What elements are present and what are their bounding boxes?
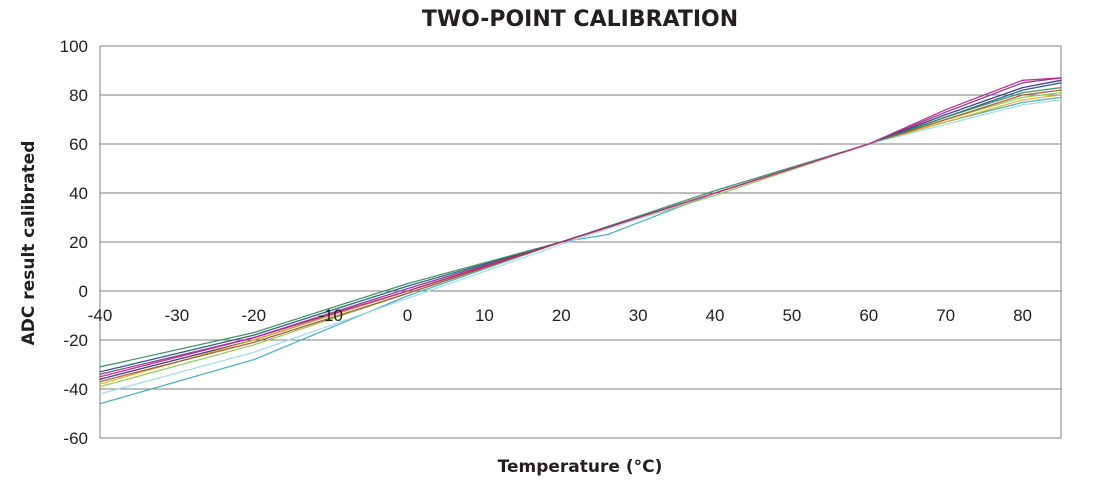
y-tick-label: -40 (63, 380, 88, 399)
y-tick-label: 0 (79, 282, 88, 301)
x-tick-label: 0 (403, 306, 412, 325)
x-axis-ticks: -40 -30 -20 -10 0 10 20 30 40 50 60 70 80 (88, 306, 1032, 325)
gridlines (100, 45, 1061, 439)
x-tick-label: 50 (782, 306, 801, 325)
y-axis-ticks: 100 80 60 40 20 0 -20 -40 -60 (60, 37, 88, 448)
y-tick-label: 60 (69, 135, 88, 154)
x-tick-label: 80 (1013, 306, 1032, 325)
y-tick-label: 80 (69, 86, 88, 105)
y-tick-label: 20 (69, 233, 88, 252)
x-tick-label: -30 (165, 306, 190, 325)
x-tick-label: 40 (706, 306, 725, 325)
x-tick-label: 10 (475, 306, 494, 325)
y-tick-label: -60 (63, 429, 88, 448)
series-line-8 (99, 86, 1062, 368)
x-tick-label: 20 (552, 306, 571, 325)
y-tick-label: -20 (63, 331, 88, 350)
x-tick-label: -40 (88, 306, 113, 325)
plot-area (99, 45, 1062, 439)
y-tick-label: 100 (60, 37, 88, 56)
series-line-4 (99, 96, 1062, 405)
series-line-5 (99, 91, 1062, 388)
x-axis-label: Temperature (°C) (498, 457, 663, 477)
x-tick-label: 30 (629, 306, 648, 325)
series-line-10 (99, 77, 1062, 378)
chart-title: TWO-POINT CALIBRATION (422, 7, 738, 32)
x-tick-label: -10 (318, 306, 343, 325)
y-tick-label: 40 (69, 184, 88, 203)
x-tick-label: 60 (859, 306, 878, 325)
y-axis-label: ADC result calibrated (19, 141, 39, 346)
series-lines (99, 77, 1062, 405)
x-tick-label: 70 (936, 306, 955, 325)
x-tick-label: -20 (241, 306, 266, 325)
